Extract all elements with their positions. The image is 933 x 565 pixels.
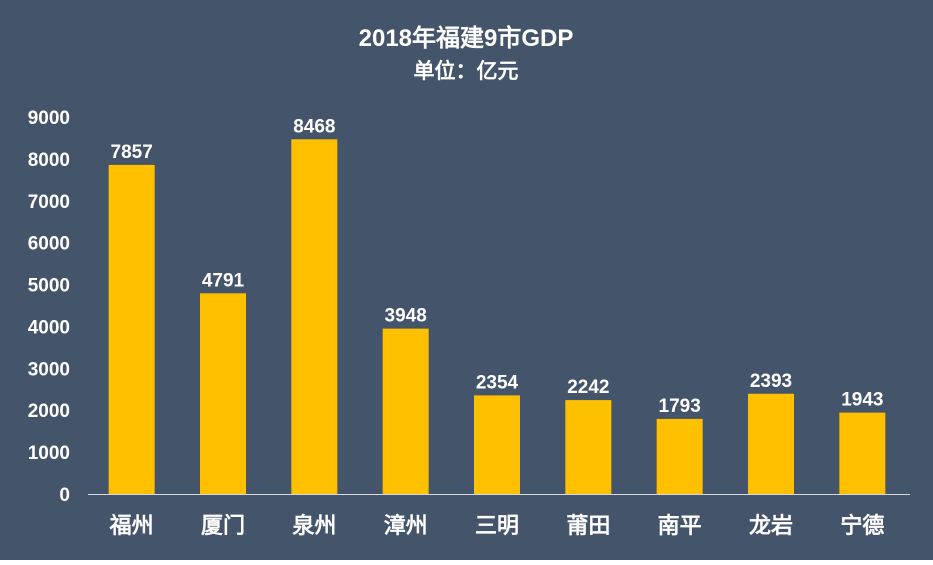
bar [474, 395, 520, 494]
data-labels-group: 7857 4791 8468 3948 2354 2242 1793 2393 1943 [111, 116, 884, 417]
x-axis-tick-labels: 福州 厦门 泉州 漳州 三明 莆田 南平 龙岩 宁德 [109, 513, 885, 538]
bar-value-label: 2393 [750, 371, 792, 392]
bar [748, 393, 794, 494]
bar [200, 293, 246, 494]
y-tick-label: 0 [59, 485, 70, 506]
x-tick-label: 三明 [475, 513, 519, 538]
x-tick-label: 南平 [658, 513, 702, 538]
y-tick-label: 1000 [28, 443, 70, 464]
x-tick-label: 宁德 [840, 513, 884, 538]
y-tick-label: 9000 [28, 108, 70, 129]
y-tick-label: 7000 [28, 192, 70, 213]
bar [291, 139, 338, 494]
y-tick-label: 4000 [28, 317, 70, 338]
y-axis-tick-labels: 0 1000 2000 3000 4000 5000 6000 7000 8000 9000 [28, 108, 70, 506]
y-tick-label: 6000 [28, 234, 70, 255]
bar-value-label: 3948 [385, 306, 427, 327]
bar-value-label: 8468 [293, 116, 335, 137]
bar-value-label: 1943 [841, 390, 883, 411]
y-tick-label: 2000 [28, 401, 70, 422]
x-tick-label: 厦门 [201, 513, 245, 538]
bar-value-label: 4791 [202, 270, 245, 291]
y-tick-label: 8000 [28, 150, 70, 171]
bar-value-label: 2242 [567, 377, 609, 398]
x-tick-label: 龙岩 [749, 513, 793, 538]
y-tick-label: 5000 [28, 276, 70, 297]
bar [382, 328, 429, 494]
x-tick-label: 福州 [109, 513, 154, 538]
bar [839, 412, 886, 494]
chart-subtitle: 单位：亿元 [414, 59, 519, 83]
y-tick-label: 3000 [28, 359, 70, 380]
bar-value-label: 1793 [659, 396, 701, 417]
x-tick-label: 泉州 [292, 513, 336, 538]
bar-value-label: 7857 [111, 142, 153, 163]
x-tick-label: 漳州 [384, 513, 428, 538]
bar [656, 418, 703, 494]
bar [108, 164, 155, 494]
x-tick-label: 莆田 [566, 513, 610, 538]
bar [565, 400, 612, 494]
bar-value-label: 2354 [476, 372, 519, 393]
chart-title: 2018年福建9市GDP [359, 24, 574, 52]
bars-group [108, 139, 886, 494]
